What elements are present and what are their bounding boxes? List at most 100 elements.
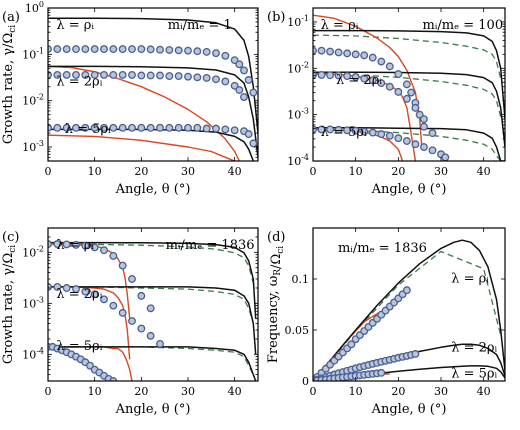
series-line-black-solid bbox=[48, 128, 255, 161]
y-axis-label: Growth rate, γ/Ωci bbox=[1, 25, 18, 144]
data-point bbox=[128, 123, 136, 132]
data-point bbox=[128, 70, 136, 79]
data-point bbox=[72, 285, 80, 294]
data-point bbox=[118, 123, 127, 132]
data-point bbox=[165, 123, 174, 132]
x-tick-label: 20 bbox=[134, 165, 148, 178]
curve-label: λ = 2ρᵢ bbox=[56, 287, 102, 302]
data-point bbox=[146, 331, 155, 340]
data-point bbox=[146, 71, 155, 80]
data-point bbox=[351, 126, 360, 135]
data-point bbox=[249, 139, 258, 148]
data-point bbox=[146, 304, 155, 313]
panel-label: (c) bbox=[2, 230, 19, 245]
panel-label: (a) bbox=[2, 10, 20, 25]
data-point bbox=[385, 82, 394, 91]
data-point bbox=[385, 131, 394, 140]
data-point bbox=[81, 287, 90, 296]
series-line-red-solid bbox=[48, 65, 240, 161]
data-point bbox=[72, 123, 80, 132]
y-tick-label: 10-1 bbox=[287, 14, 309, 29]
panel-a: 0 10 20 30 40 10-3 10-2 10-1 100 Angle, θ (°) Grow… bbox=[1, 0, 259, 197]
data-point bbox=[230, 81, 239, 90]
data-point bbox=[118, 45, 127, 54]
mass-ratio-label: mᵢ/mₑ = 1836 bbox=[338, 241, 427, 256]
data-point bbox=[377, 79, 386, 88]
series-line-black-solid bbox=[313, 71, 505, 148]
data-point bbox=[235, 60, 244, 69]
data-point bbox=[109, 45, 118, 54]
y-tick-label: 0 bbox=[302, 375, 309, 388]
data-point bbox=[62, 123, 71, 132]
data-point bbox=[202, 124, 211, 133]
series-line-black-solid bbox=[48, 241, 257, 319]
data-point bbox=[326, 71, 335, 80]
data-point bbox=[128, 45, 136, 54]
data-point bbox=[244, 76, 253, 84]
data-point bbox=[137, 123, 146, 132]
axes-frame bbox=[312, 227, 506, 382]
x-tick-label: 0 bbox=[45, 165, 52, 178]
curve-label: λ = ρᵢ bbox=[56, 238, 94, 253]
panel-d: 0 10 20 30 40 0 0.05 0.1 Angle, θ (°) Frequency, … bbox=[266, 227, 506, 417]
data-point bbox=[402, 80, 411, 89]
data-point bbox=[90, 123, 99, 132]
panel-c: 0 10 20 30 40 10-4 10-3 10-2 Angle, θ (°) Growth … bbox=[1, 227, 259, 417]
panel-b: 0 10 20 30 40 10-4 10-3 10-2 10-1 Angle, θ (°) (b)… bbox=[267, 7, 506, 197]
plot-area bbox=[48, 17, 258, 161]
data-point bbox=[221, 77, 230, 86]
data-point bbox=[212, 49, 220, 58]
data-point bbox=[202, 73, 211, 82]
curve-label: λ = 2ρᵢ bbox=[56, 74, 102, 89]
curve-label: λ = 2ρᵢ bbox=[451, 340, 497, 355]
curve-label: λ = ρᵢ bbox=[451, 271, 489, 286]
data-point bbox=[193, 73, 202, 82]
data-point bbox=[385, 62, 394, 71]
data-point bbox=[184, 123, 192, 132]
data-point bbox=[156, 45, 164, 54]
data-point bbox=[62, 240, 71, 249]
data-point bbox=[351, 50, 360, 59]
curve-label: λ = 5ρᵢ bbox=[65, 122, 111, 137]
data-point bbox=[402, 137, 411, 145]
curve-label: λ = 5ρᵢ bbox=[321, 125, 367, 140]
data-point bbox=[128, 317, 136, 325]
data-point bbox=[165, 46, 174, 54]
data-point bbox=[100, 123, 108, 132]
x-tick-label: 20 bbox=[134, 385, 148, 398]
data-point bbox=[202, 47, 211, 56]
data-point bbox=[81, 241, 90, 250]
x-tick-label: 10 bbox=[88, 385, 102, 398]
x-tick-label: 40 bbox=[477, 165, 491, 178]
x-axis-label: Angle, θ (°) bbox=[115, 402, 191, 417]
data-point bbox=[109, 251, 118, 260]
y-axis-label: Frequency, ωR/Ωci bbox=[266, 246, 286, 363]
series-line-black-solid bbox=[313, 127, 505, 161]
data-point bbox=[419, 143, 428, 151]
data-point bbox=[317, 125, 326, 134]
axes-frame bbox=[47, 7, 259, 162]
mass-ratio-label: mᵢ/mₑ = 1836 bbox=[166, 238, 255, 253]
data-point bbox=[441, 153, 450, 161]
data-point bbox=[137, 71, 146, 80]
data-point bbox=[377, 368, 386, 377]
series-line-red-solid bbox=[48, 134, 236, 161]
data-point bbox=[100, 70, 108, 79]
data-point bbox=[90, 70, 99, 79]
data-point bbox=[53, 123, 62, 132]
data-point bbox=[137, 45, 146, 54]
series-line-red-solid bbox=[48, 243, 131, 319]
data-point bbox=[146, 45, 155, 54]
data-point bbox=[53, 70, 62, 79]
data-point bbox=[72, 45, 80, 54]
data-point bbox=[244, 130, 253, 139]
data-point bbox=[184, 46, 192, 55]
y-tick-label: 10-3 bbox=[287, 107, 309, 122]
data-point bbox=[407, 88, 416, 97]
data-point bbox=[428, 129, 437, 138]
y-tick-label: 10-2 bbox=[22, 244, 44, 259]
data-point bbox=[394, 87, 403, 96]
data-point bbox=[221, 51, 230, 60]
series-line-black-solid bbox=[313, 239, 505, 381]
data-point bbox=[53, 240, 62, 249]
